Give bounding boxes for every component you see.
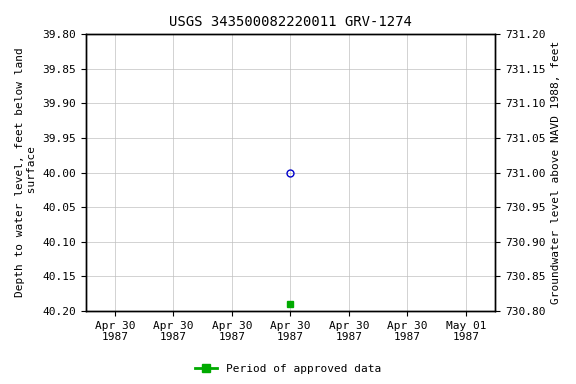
- Y-axis label: Depth to water level, feet below land
 surface: Depth to water level, feet below land su…: [15, 48, 37, 298]
- Title: USGS 343500082220011 GRV-1274: USGS 343500082220011 GRV-1274: [169, 15, 412, 29]
- Legend: Period of approved data: Period of approved data: [191, 359, 385, 379]
- Y-axis label: Groundwater level above NAVD 1988, feet: Groundwater level above NAVD 1988, feet: [551, 41, 561, 304]
